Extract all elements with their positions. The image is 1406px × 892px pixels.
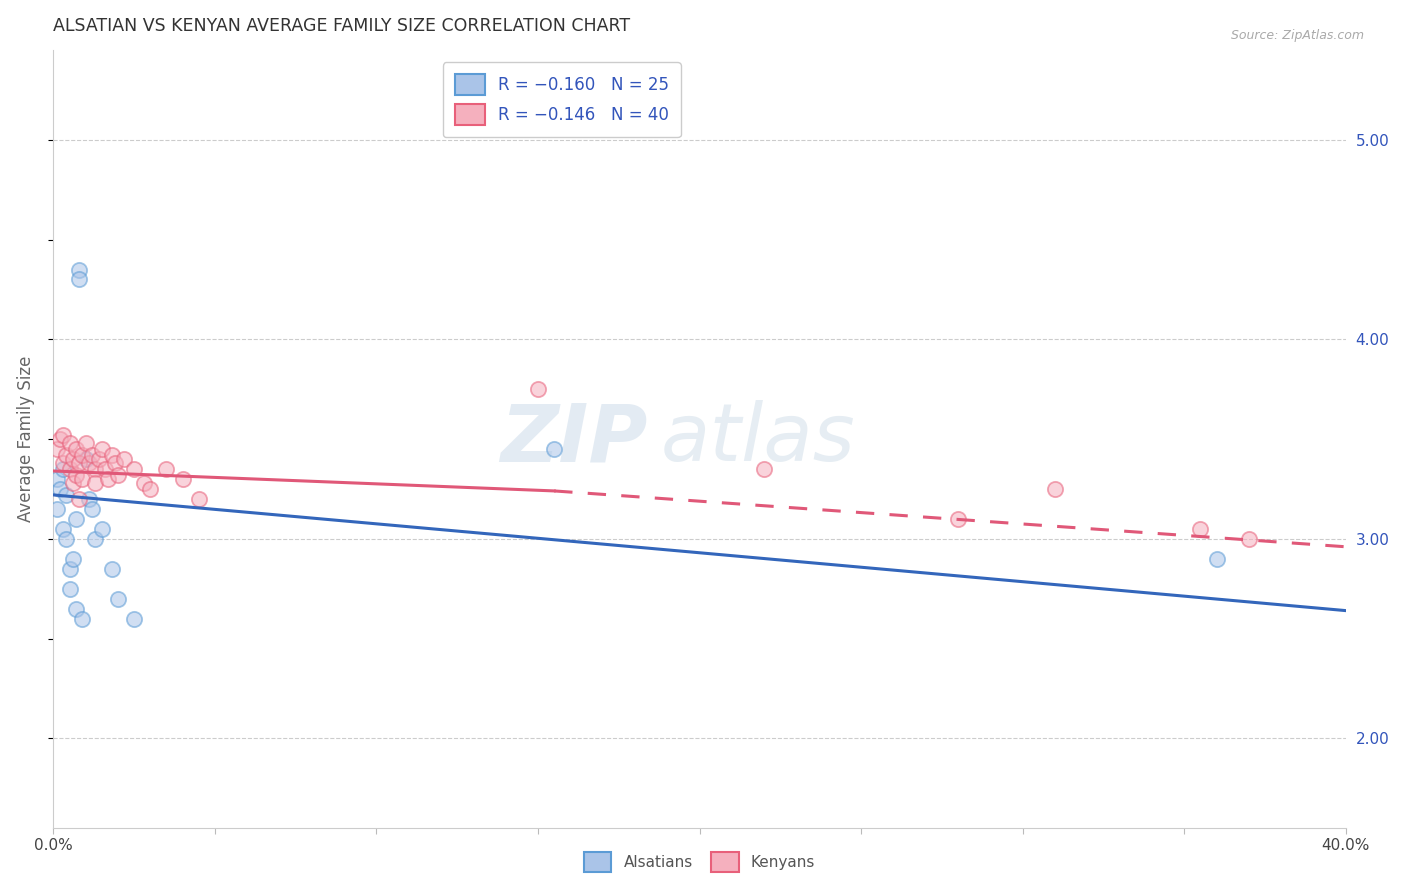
Point <box>65 601 87 615</box>
Point <box>62 475 84 490</box>
Point <box>77 491 100 506</box>
Point <box>75 436 97 450</box>
Point <box>1043 482 1066 496</box>
Point <box>72 472 94 486</box>
Point <box>49 482 72 496</box>
Point <box>52 462 75 476</box>
Point <box>49 432 72 446</box>
Point <box>172 472 194 486</box>
Point <box>87 452 110 467</box>
Text: atlas: atlas <box>661 401 856 478</box>
Point <box>90 442 112 456</box>
Text: ALSATIAN VS KENYAN AVERAGE FAMILY SIZE CORRELATION CHART: ALSATIAN VS KENYAN AVERAGE FAMILY SIZE C… <box>53 17 630 35</box>
Point <box>72 611 94 625</box>
Point <box>65 512 87 526</box>
Point <box>58 436 80 450</box>
Point <box>45 442 67 456</box>
Point <box>114 452 136 467</box>
Point <box>45 501 67 516</box>
Point <box>77 456 100 470</box>
Point <box>1237 532 1260 546</box>
Point <box>754 462 776 476</box>
Point <box>107 467 129 482</box>
Point <box>122 462 145 476</box>
Point <box>55 448 77 462</box>
Point <box>62 452 84 467</box>
Point <box>94 462 117 476</box>
Point <box>45 472 67 486</box>
Text: Source: ZipAtlas.com: Source: ZipAtlas.com <box>1230 29 1364 42</box>
Point <box>67 262 90 277</box>
Point <box>67 272 90 286</box>
Point <box>132 475 155 490</box>
Point <box>55 532 77 546</box>
Point <box>543 442 565 456</box>
Point <box>122 611 145 625</box>
Legend: Alsatians, Kenyans: Alsatians, Kenyans <box>574 841 825 882</box>
Point <box>58 462 80 476</box>
Point <box>100 448 122 462</box>
Point <box>82 501 104 516</box>
Point <box>75 452 97 467</box>
Point <box>90 522 112 536</box>
Point <box>52 522 75 536</box>
Point <box>527 382 550 396</box>
Point <box>67 456 90 470</box>
Point <box>1205 551 1227 566</box>
Point <box>72 448 94 462</box>
Point <box>100 562 122 576</box>
Point <box>52 428 75 442</box>
Point <box>65 442 87 456</box>
Point <box>139 482 162 496</box>
Point <box>58 582 80 596</box>
Point <box>107 591 129 606</box>
Point <box>155 462 177 476</box>
Point <box>946 512 969 526</box>
Point <box>84 462 107 476</box>
Point <box>62 551 84 566</box>
Point <box>65 467 87 482</box>
Point <box>82 448 104 462</box>
Point <box>97 472 120 486</box>
Point <box>55 488 77 502</box>
Point <box>58 562 80 576</box>
Text: ZIP: ZIP <box>501 401 648 478</box>
Point <box>104 456 127 470</box>
Point <box>52 456 75 470</box>
Point <box>67 491 90 506</box>
Point <box>187 491 209 506</box>
Point <box>84 532 107 546</box>
Y-axis label: Average Family Size: Average Family Size <box>17 356 35 522</box>
Point <box>1189 522 1212 536</box>
Point <box>84 475 107 490</box>
